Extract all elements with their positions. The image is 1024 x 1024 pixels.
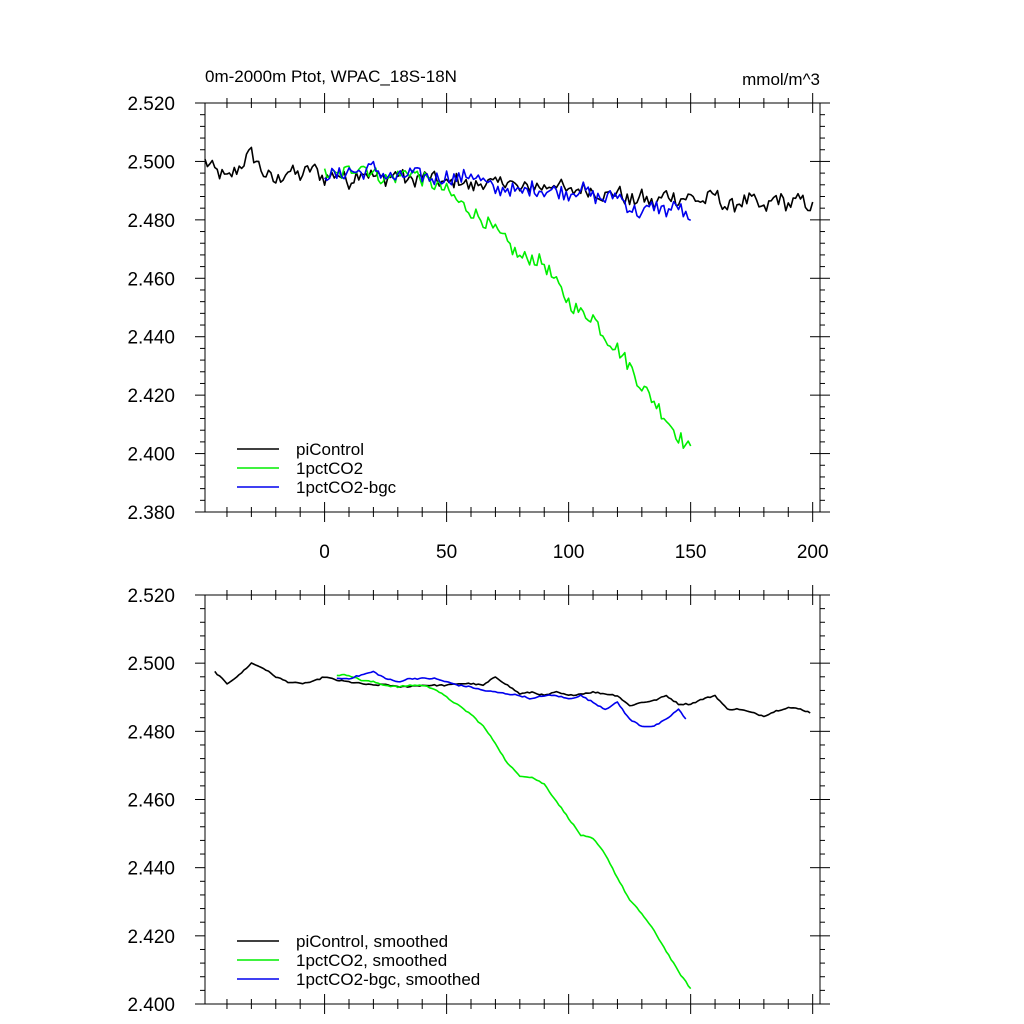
top-y-tick-labels: 2.520 2.500 2.480 2.460 2.440 2.420 2.400 2.380 [127,94,175,524]
x-tick-label: 150 [675,542,707,563]
bottom-plot-frame [204,594,821,1005]
top-axis-ticks [195,93,830,522]
x-tick-label: 100 [553,542,585,563]
x-tick-label: 50 [436,542,457,563]
bottom-panel: 2.520 2.500 2.480 2.460 2.440 2.420 2.400 piCo… [127,585,830,1016]
bottom-y-tick-labels: 2.520 2.500 2.480 2.460 2.440 2.420 2.400 [127,586,175,1016]
bottom-series-line-1 [214,662,811,718]
y-tick-label: 2.380 [127,503,175,524]
x-tick-label: 200 [797,542,829,563]
legend-label: piControl [296,440,364,459]
y-tick-label: 2.420 [127,927,175,948]
y-tick-label: 2.440 [127,859,175,880]
y-tick-label: 2.500 [127,654,175,675]
chart-title: 0m-2000m Ptot, WPAC_18S-18N [205,67,457,86]
legend-label: 1pctCO2, smoothed [296,951,447,970]
y-tick-label: 2.400 [127,445,175,466]
y-tick-label: 2.420 [127,386,175,407]
top-x-tick-labels: 0 50 100 150 200 [319,542,828,563]
legend-label: 1pctCO2-bgc [296,478,397,497]
top-series-line-1 [204,146,814,213]
bottom-series-line-2 [336,673,692,990]
legend-label: 1pctCO2 [296,459,363,478]
legend-label: 1pctCO2-bgc, smoothed [296,970,480,989]
y-tick-label: 2.440 [127,328,175,349]
y-tick-label: 2.480 [127,722,175,743]
legend-label: piControl, smoothed [296,932,448,951]
top-plot-frame [204,102,821,513]
x-tick-label: 0 [319,542,330,563]
y-tick-label: 2.520 [127,94,175,115]
y-tick-label: 2.500 [127,152,175,173]
y-tick-label: 2.480 [127,211,175,232]
top-series-line-2 [323,165,692,450]
bottom-axis-ticks [195,585,830,1014]
y-tick-label: 2.400 [127,995,175,1016]
units-label: mmol/m^3 [742,70,820,89]
top-series-line-3 [324,160,692,222]
y-tick-label: 2.460 [127,791,175,812]
top-panel: 0m-2000m Ptot, WPAC_18S-18N mmol/m^3 2.5… [127,67,830,563]
bottom-series-line-3 [336,670,687,728]
y-tick-label: 2.460 [127,269,175,290]
top-series-lines [204,146,814,450]
y-tick-label: 2.520 [127,586,175,607]
bottom-series-lines [214,662,811,990]
